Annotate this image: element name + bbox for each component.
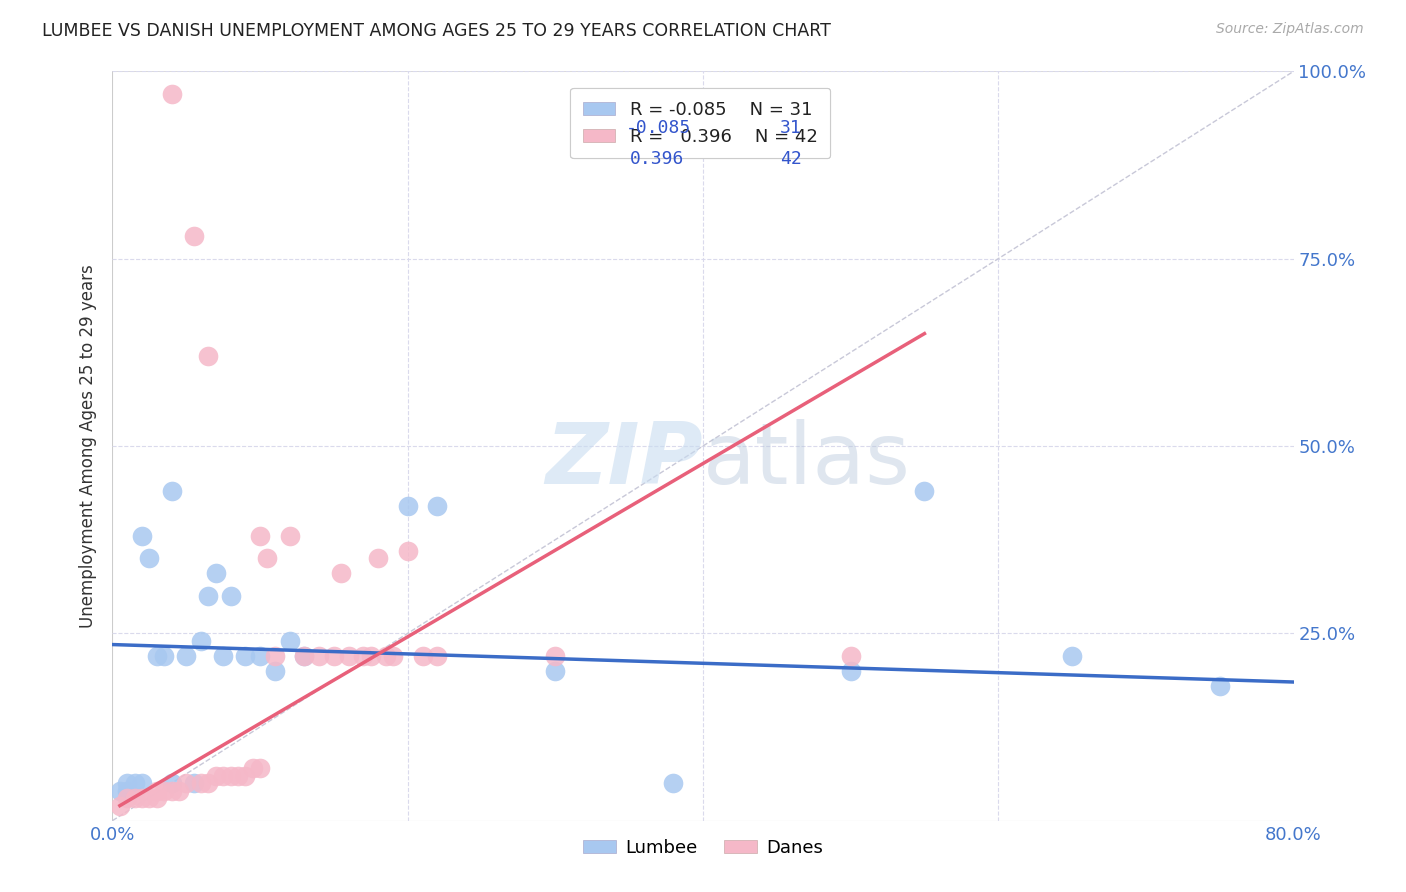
Point <box>914 483 936 498</box>
Point <box>544 664 567 678</box>
Point <box>131 776 153 790</box>
Point <box>190 776 212 790</box>
Point <box>190 633 212 648</box>
Point <box>146 648 169 663</box>
Point <box>1062 648 1084 663</box>
Point <box>212 648 235 663</box>
Point <box>197 349 219 363</box>
Point <box>374 648 396 663</box>
Text: 42: 42 <box>780 150 801 168</box>
Point <box>426 648 449 663</box>
Point <box>174 776 197 790</box>
Point <box>249 648 271 663</box>
Point <box>330 566 353 581</box>
Point <box>278 529 301 543</box>
Point <box>205 566 228 581</box>
Point <box>662 776 685 790</box>
Point <box>131 791 153 805</box>
Point <box>411 648 433 663</box>
Point <box>183 776 205 790</box>
Point <box>197 776 219 790</box>
Point <box>131 529 153 543</box>
Point <box>382 648 405 663</box>
Point <box>117 791 138 805</box>
Point <box>160 783 183 797</box>
Point <box>146 783 169 797</box>
Text: ZIP: ZIP <box>546 419 703 502</box>
Text: atlas: atlas <box>703 419 911 502</box>
Point <box>167 783 190 797</box>
Point <box>264 648 287 663</box>
Point <box>367 551 389 566</box>
Point <box>233 648 256 663</box>
Point <box>360 648 382 663</box>
Point <box>153 783 176 797</box>
Point <box>219 769 242 783</box>
Point <box>264 664 287 678</box>
Point <box>219 589 242 603</box>
Point <box>292 648 315 663</box>
Point <box>205 769 228 783</box>
Point <box>292 648 315 663</box>
Point <box>138 791 160 805</box>
Point <box>242 761 264 775</box>
Point <box>226 769 249 783</box>
Point <box>1208 679 1232 693</box>
Point <box>160 483 183 498</box>
Text: Source: ZipAtlas.com: Source: ZipAtlas.com <box>1216 22 1364 37</box>
Point <box>352 648 374 663</box>
Y-axis label: Unemployment Among Ages 25 to 29 years: Unemployment Among Ages 25 to 29 years <box>79 264 97 628</box>
Text: -0.085: -0.085 <box>626 119 692 136</box>
Point <box>839 664 862 678</box>
Point <box>160 87 183 101</box>
Point <box>396 544 419 558</box>
Point <box>153 648 176 663</box>
Point <box>308 648 330 663</box>
Legend: Lumbee, Danes: Lumbee, Danes <box>576 831 830 864</box>
Point <box>197 589 219 603</box>
Point <box>146 791 169 805</box>
Text: 31: 31 <box>780 119 801 136</box>
Point <box>337 648 360 663</box>
Point <box>249 761 271 775</box>
Point <box>108 798 131 813</box>
Point <box>256 551 278 566</box>
Point <box>839 648 862 663</box>
Point <box>174 648 197 663</box>
Point <box>124 791 146 805</box>
Point <box>396 499 419 513</box>
Point <box>212 769 235 783</box>
Text: LUMBEE VS DANISH UNEMPLOYMENT AMONG AGES 25 TO 29 YEARS CORRELATION CHART: LUMBEE VS DANISH UNEMPLOYMENT AMONG AGES… <box>42 22 831 40</box>
Point <box>117 783 138 797</box>
Point <box>278 633 301 648</box>
Point <box>183 229 205 244</box>
Point <box>108 783 131 797</box>
Point <box>249 529 271 543</box>
Point <box>138 551 160 566</box>
Point <box>544 648 567 663</box>
Point <box>124 776 146 790</box>
Point <box>233 769 256 783</box>
Point <box>323 648 346 663</box>
Point <box>117 776 138 790</box>
Point <box>426 499 449 513</box>
Point <box>160 776 183 790</box>
Text: 0.396: 0.396 <box>630 150 685 168</box>
